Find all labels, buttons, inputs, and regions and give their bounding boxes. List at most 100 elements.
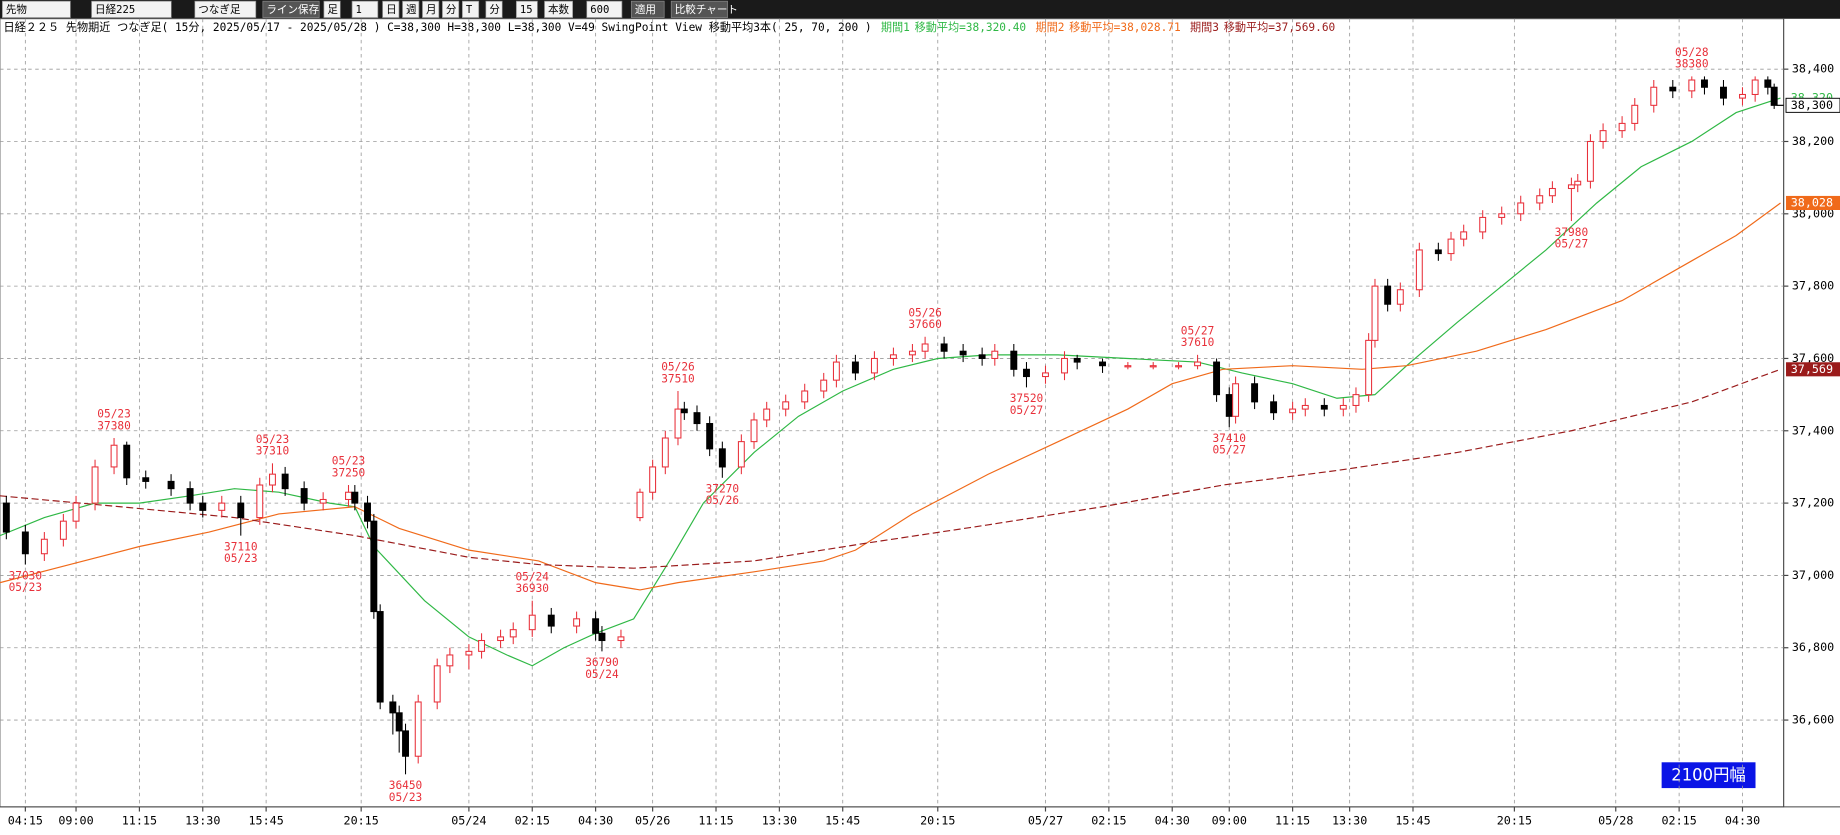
toolbar-item[interactable]: 月 — [426, 4, 437, 16]
x-tick-label: 11:15 — [698, 813, 733, 827]
swing-price: 36450 — [389, 779, 423, 792]
toolbar-item[interactable]: ライン保存 — [266, 3, 319, 16]
swing-date: 05/24 — [515, 570, 549, 583]
x-tick-label: 05/26 — [635, 813, 670, 827]
candle-body — [1479, 216, 1487, 233]
candle-body — [402, 730, 409, 757]
x-tick-label: 05/28 — [1598, 813, 1633, 827]
candle-body — [389, 701, 397, 714]
toolbar-item-bg — [461, 0, 480, 18]
x-tick-label: 09:00 — [58, 813, 93, 827]
candle-body — [1010, 350, 1018, 370]
info-text: 日経２２５ 先物期近 つなぎ足( 15分, 2025/05/17 - 2025/… — [4, 20, 872, 34]
plot-area — [0, 18, 1785, 808]
candle-body — [414, 701, 422, 757]
y-tick-label: 38,400 — [1792, 62, 1834, 76]
swing-price: 37380 — [97, 419, 131, 432]
candle-body — [1447, 238, 1455, 255]
candle-body — [1232, 383, 1240, 417]
candle-body — [750, 419, 758, 443]
toolbar-item-bg — [351, 0, 379, 18]
swing-date: 05/26 — [661, 361, 695, 374]
candle-body — [1023, 368, 1030, 378]
candle-body — [908, 350, 916, 356]
toolbar-item-bg — [382, 0, 400, 18]
toolbar-item[interactable]: 適用 — [635, 3, 656, 16]
candle-body — [693, 412, 701, 425]
ma-legend: 期間1 移動平均=38,320.40 期間2 移動平均=38,028.71 期間3 移動平… — [881, 20, 1335, 34]
range-badge-bg — [1661, 762, 1756, 789]
candle-body — [1618, 122, 1626, 132]
candle-body — [573, 618, 581, 627]
swing-price: 37270 — [706, 483, 740, 496]
candle-body — [300, 488, 308, 504]
toolbar-item[interactable]: 日経225 — [95, 3, 135, 16]
toolbar-item-bg — [670, 0, 728, 18]
candle-body — [59, 520, 67, 540]
toolbar-item-bg — [1, 0, 71, 18]
candle-body — [433, 665, 441, 703]
toolbar-item[interactable]: 先物 — [6, 3, 28, 16]
candle-body — [218, 502, 226, 511]
candle-body — [661, 437, 669, 468]
swing-date: 05/27 — [1212, 444, 1246, 457]
toolbar-item[interactable]: 600 — [590, 4, 609, 16]
candle-body — [199, 502, 207, 511]
toolbar-item[interactable]: 週 — [406, 4, 417, 16]
swing-date: 05/26 — [706, 494, 740, 507]
x-tick-label: 20:15 — [1497, 813, 1532, 827]
candle-body — [1688, 79, 1696, 92]
legend-name: 期間2 — [1036, 21, 1065, 34]
candle-body — [959, 350, 967, 356]
toolbar-item[interactable]: 分 — [489, 4, 500, 16]
candle-body — [1194, 361, 1202, 367]
toolbar-item[interactable]: 本数 — [548, 3, 570, 16]
candle-body — [617, 636, 625, 642]
toolbar-item[interactable]: 足 — [327, 4, 338, 16]
candle-body — [1739, 93, 1746, 99]
y-tick-label: 36,600 — [1792, 713, 1834, 727]
toolbar: 先物 日経225 つなぎ足 ライン保存足 1 日週月分 T 分 15 本数 600 適用 比較チャート — [1, 0, 738, 18]
toolbar-item[interactable]: 日 — [386, 4, 397, 16]
candle-body — [870, 357, 878, 374]
candle-body — [345, 491, 352, 501]
toolbar-item-bg — [422, 0, 440, 18]
ma-line — [0, 97, 1781, 667]
swing-date: 05/23 — [9, 581, 43, 594]
candle-body — [649, 466, 657, 493]
toolbar-item[interactable]: 15 — [520, 4, 533, 16]
x-tick-label: 02:15 — [1091, 813, 1126, 827]
swing-price: 37110 — [224, 540, 258, 553]
y-tick-label: 37,200 — [1792, 496, 1834, 510]
candle-body — [509, 629, 517, 638]
x-tick-label: 05/27 — [1028, 813, 1063, 827]
legend-name: 期間1 — [881, 21, 910, 34]
toolbar-item[interactable]: 比較チャート — [675, 3, 738, 16]
candle-body — [478, 639, 486, 652]
toolbar-item[interactable]: 分 — [446, 4, 457, 16]
candle-body — [1384, 285, 1392, 305]
x-tick-label: 04:30 — [578, 813, 613, 827]
candle-body — [110, 444, 118, 468]
toolbar-item[interactable]: つなぎ足 — [198, 3, 241, 16]
swing-date: 05/27 — [1555, 237, 1589, 250]
candle-body — [167, 480, 175, 490]
candle-body — [364, 502, 371, 522]
ma-marker-bg — [1786, 362, 1840, 377]
x-tick-label: 20:15 — [920, 813, 955, 827]
candle-body — [1586, 140, 1594, 182]
candle-body — [1371, 285, 1379, 341]
swing-price: 37610 — [1181, 336, 1215, 349]
candle-body — [1536, 195, 1544, 204]
candle-body — [1764, 79, 1772, 88]
swing-price: 37410 — [1212, 432, 1246, 445]
candle-body — [1270, 401, 1278, 414]
candle-body — [1460, 231, 1468, 240]
candle-body — [351, 491, 359, 504]
toolbar-item[interactable]: T — [466, 4, 473, 16]
candle-body — [921, 343, 929, 352]
toolbar-item[interactable]: 1 — [356, 4, 362, 16]
candle-body — [91, 466, 99, 504]
candle-body — [636, 491, 644, 519]
